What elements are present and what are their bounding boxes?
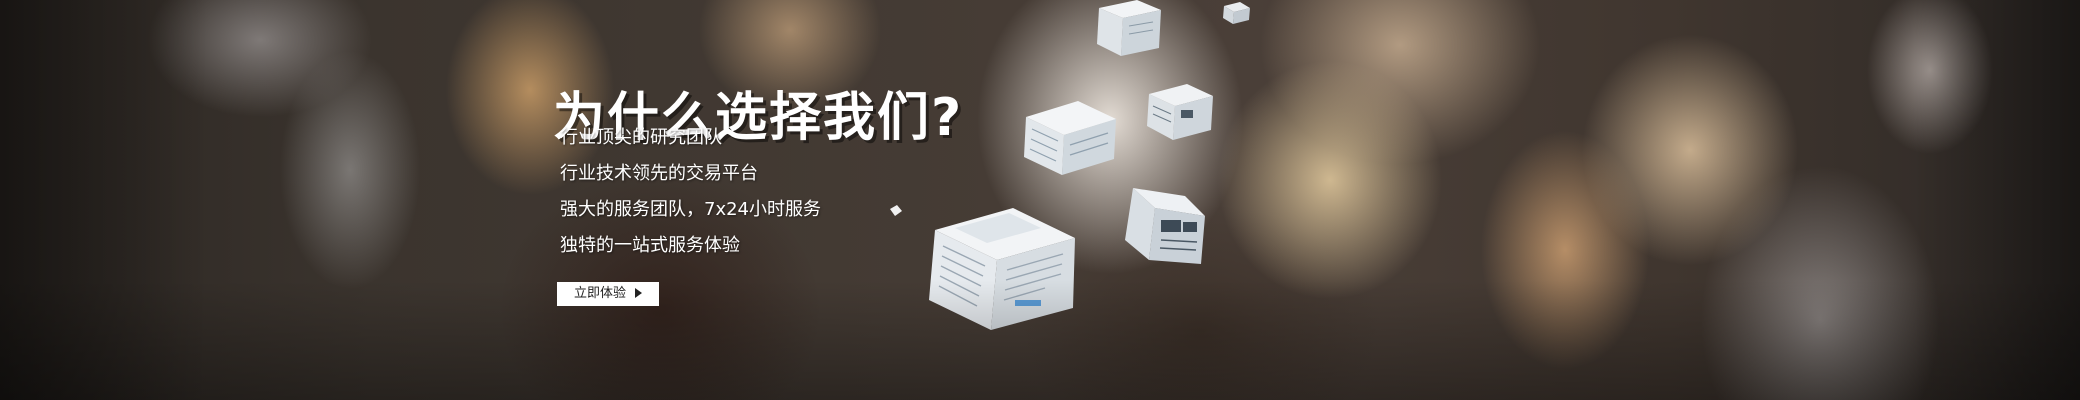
feature-item-trading-platform: 行业技术领先的交易平台 [560, 163, 758, 184]
dashboard-cube-top [1097, 0, 1161, 56]
feature-item-one-stop-service: 独特的一站式服务体验 [560, 235, 740, 256]
feature-item-research-team: 行业顶尖的研究团队 [560, 127, 722, 148]
try-now-button[interactable]: 立即体验 [557, 282, 659, 306]
try-now-label: 立即体验 [573, 286, 626, 301]
play-triangle-icon [635, 288, 642, 298]
dashboard-cube-large [929, 208, 1075, 330]
feature-item-service-team: 强大的服务团队，7x24小时服务 [560, 199, 822, 220]
dashboard-cube-medium [1024, 101, 1116, 175]
dashboard-cube-right [1125, 188, 1205, 264]
dashboard-cube-tiny [1223, 2, 1250, 24]
feature-list: 行业顶尖的研究团队 行业技术领先的交易平台 强大的服务团队，7x24小时服务 独… [560, 120, 821, 264]
small-floating-square [890, 205, 902, 216]
headline: 为什么选择我们? [553, 87, 964, 148]
dashboard-cube-upper [1147, 84, 1213, 140]
